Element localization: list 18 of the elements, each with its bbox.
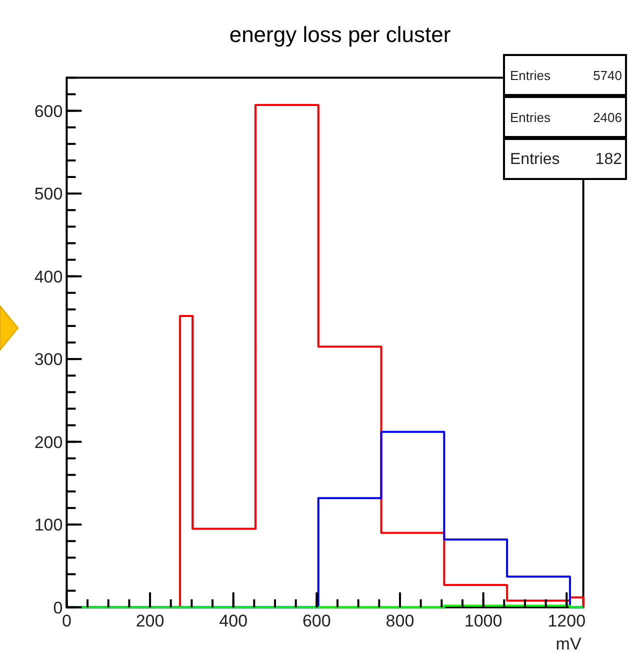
y-tick-label: 0 [53, 598, 63, 618]
x-tick-label: 1200 [548, 611, 586, 630]
text: Entries 182 [510, 151, 622, 168]
text: Entries 5740 [510, 68, 622, 83]
y-tick-label: 600 [34, 102, 63, 121]
x-tick-label: 1000 [464, 611, 502, 630]
x-tick-label: 600 [302, 611, 331, 630]
y-tick-label: 200 [34, 432, 63, 452]
x-tick-label: 200 [136, 611, 164, 630]
x-axis-title: mV [556, 634, 582, 652]
y-tick-label: 500 [34, 184, 63, 204]
text: Entries 2406 [510, 110, 622, 125]
x-tick-label: 400 [219, 611, 248, 630]
y-tick-label: 400 [34, 267, 63, 286]
x-tick-label: 800 [386, 611, 414, 630]
y-tick-label: 300 [34, 350, 63, 370]
chart-title: energy loss per cluster [229, 22, 451, 47]
y-tick-label: 100 [34, 516, 63, 535]
